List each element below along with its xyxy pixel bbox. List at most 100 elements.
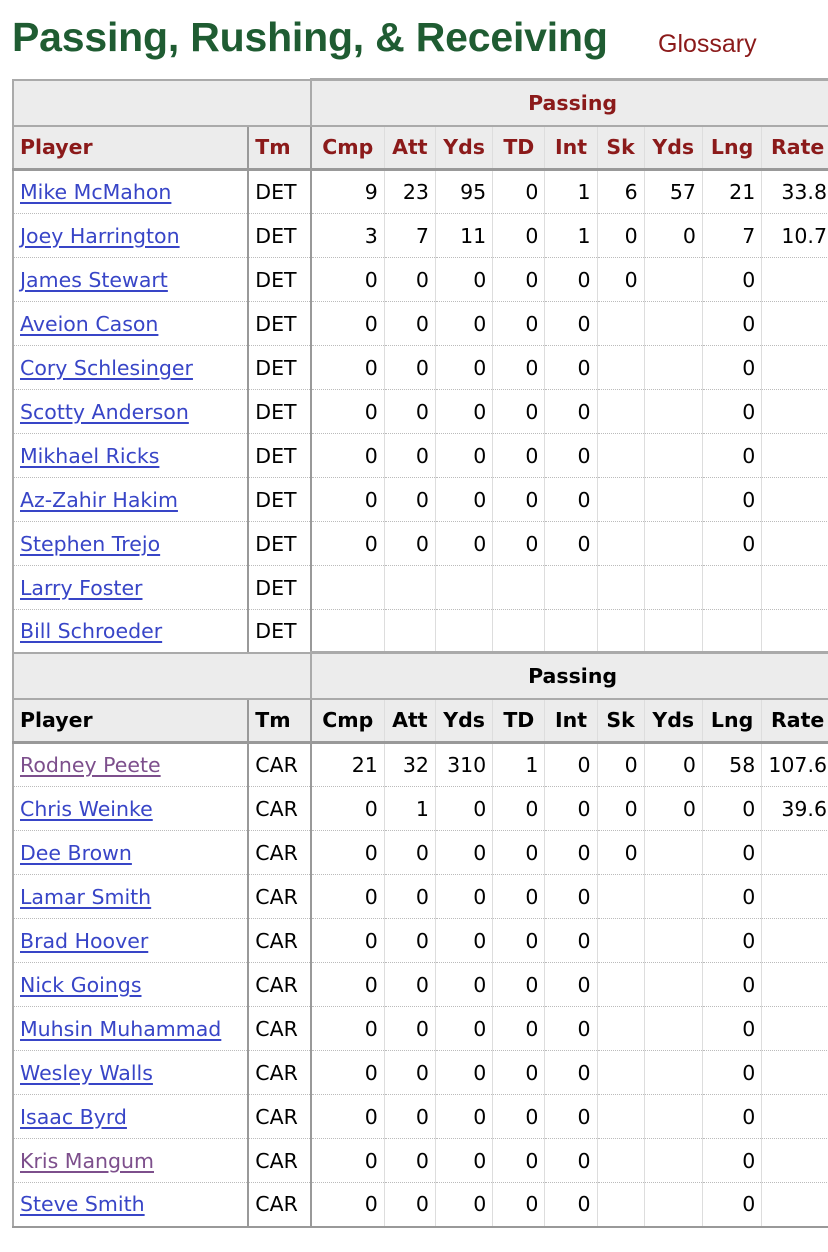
col-header-att[interactable]: Att <box>384 698 436 744</box>
stats-table-det-container[interactable]: Passing Player Tm Cmp Att Yds TD Int Sk … <box>12 78 828 655</box>
yds-cell: 0 <box>435 521 494 566</box>
rate-cell <box>761 521 828 566</box>
int-cell: 0 <box>544 433 598 478</box>
player-link[interactable]: Cory Schlesinger <box>20 355 193 380</box>
table-row: Steve Smith CAR 0 0 0 0 0 0 <box>12 1182 828 1228</box>
rate-cell <box>761 1138 828 1183</box>
lng-cell: 0 <box>702 433 763 478</box>
player-link[interactable]: Lamar Smith <box>20 884 152 909</box>
sk-cell <box>597 345 645 390</box>
yds-cell: 0 <box>435 874 494 919</box>
rate-cell <box>761 874 828 919</box>
player-link[interactable]: Az-Zahir Hakim <box>20 487 178 512</box>
sk-cell: 6 <box>597 169 645 214</box>
att-cell <box>384 565 436 610</box>
player-link[interactable]: Mikhael Ricks <box>20 443 160 468</box>
col-header-int[interactable]: Int <box>544 125 598 171</box>
player-link[interactable]: Kris Mangum <box>20 1148 154 1173</box>
td-cell: 0 <box>492 1050 546 1095</box>
player-link[interactable]: Aveion Cason <box>20 311 159 336</box>
player-cell: Steve Smith <box>12 1182 250 1228</box>
col-header-yds[interactable]: Yds <box>435 125 494 171</box>
sack-yds-cell <box>644 609 703 655</box>
lng-cell: 0 <box>702 1050 763 1095</box>
player-link[interactable]: Bill Schroeder <box>20 619 163 644</box>
stats-table-car-container[interactable]: Passing Player Tm Cmp Att Yds TD Int Sk … <box>12 651 828 1228</box>
col-header-sack-yds[interactable]: Yds <box>644 125 703 171</box>
cmp-cell: 0 <box>310 477 385 522</box>
col-header-td[interactable]: TD <box>492 698 546 744</box>
over-header-blank <box>12 78 312 127</box>
rate-cell <box>761 257 828 302</box>
yds-cell: 0 <box>435 1094 494 1139</box>
passing-group-header: Passing <box>309 78 828 127</box>
sack-yds-cell: 0 <box>644 742 703 787</box>
lng-cell: 0 <box>702 962 763 1007</box>
col-header-rate[interactable]: Rate <box>761 698 828 744</box>
sack-yds-cell <box>644 389 703 434</box>
rate-cell <box>761 433 828 478</box>
col-header-player[interactable]: Player <box>12 125 250 171</box>
player-link[interactable]: Brad Hoover <box>20 928 149 953</box>
sack-yds-cell <box>644 565 703 610</box>
cmp-cell: 0 <box>310 1006 385 1051</box>
team-cell: CAR <box>248 1094 312 1139</box>
player-cell: Chris Weinke <box>12 786 250 831</box>
att-cell: 0 <box>384 433 436 478</box>
col-header-cmp[interactable]: Cmp <box>310 125 385 171</box>
team-cell: DET <box>248 345 312 390</box>
player-link[interactable]: Larry Foster <box>20 575 143 600</box>
col-header-sk[interactable]: Sk <box>597 698 645 744</box>
rate-cell <box>761 301 828 346</box>
player-link[interactable]: Dee Brown <box>20 840 132 865</box>
col-header-td[interactable]: TD <box>492 125 546 171</box>
yds-cell: 0 <box>435 345 494 390</box>
team-cell: DET <box>248 213 312 258</box>
player-link[interactable]: Steve Smith <box>20 1192 145 1217</box>
rate-cell <box>761 962 828 1007</box>
sk-cell: 0 <box>597 213 645 258</box>
col-header-int[interactable]: Int <box>544 698 598 744</box>
player-cell: Rodney Peete <box>12 742 250 787</box>
col-header-rate[interactable]: Rate <box>761 125 828 171</box>
col-header-cmp[interactable]: Cmp <box>310 698 385 744</box>
glossary-link[interactable]: Glossary <box>658 30 757 58</box>
player-link[interactable]: Chris Weinke <box>20 796 153 821</box>
player-link[interactable]: Rodney Peete <box>20 753 161 777</box>
td-cell: 0 <box>492 213 546 258</box>
player-link[interactable]: Nick Goings <box>20 972 142 997</box>
col-header-lng[interactable]: Lng <box>702 698 763 744</box>
lng-cell: 21 <box>702 169 763 214</box>
team-cell: DET <box>248 389 312 434</box>
col-header-att[interactable]: Att <box>384 125 436 171</box>
rate-cell <box>761 830 828 875</box>
player-cell: Isaac Byrd <box>12 1094 250 1139</box>
table-row: Cory Schlesinger DET 0 0 0 0 0 0 <box>12 345 828 390</box>
col-header-tm[interactable]: Tm <box>248 698 312 744</box>
player-link[interactable]: Joey Harrington <box>20 223 180 248</box>
rate-cell <box>761 918 828 963</box>
col-header-tm[interactable]: Tm <box>248 125 312 171</box>
col-header-lng[interactable]: Lng <box>702 125 763 171</box>
rate-cell <box>761 565 828 610</box>
col-header-player[interactable]: Player <box>12 698 250 744</box>
att-cell: 0 <box>384 257 436 302</box>
col-header-sk[interactable]: Sk <box>597 125 645 171</box>
col-header-sack-yds[interactable]: Yds <box>644 698 703 744</box>
player-link[interactable]: Scotty Anderson <box>20 399 189 424</box>
td-cell: 0 <box>492 1182 546 1228</box>
over-header-blank <box>12 651 312 700</box>
player-link[interactable]: Muhsin Muhammad <box>20 1016 222 1041</box>
cmp-cell: 0 <box>310 257 385 302</box>
td-cell: 1 <box>492 742 546 787</box>
player-link[interactable]: Isaac Byrd <box>20 1104 127 1129</box>
player-link[interactable]: Mike McMahon <box>20 180 172 204</box>
team-cell: CAR <box>248 830 312 875</box>
yds-cell <box>435 565 494 610</box>
player-link[interactable]: Wesley Walls <box>20 1060 153 1085</box>
col-header-yds[interactable]: Yds <box>435 698 494 744</box>
rate-cell <box>761 477 828 522</box>
player-link[interactable]: Stephen Trejo <box>20 531 161 556</box>
team-cell: CAR <box>248 1182 312 1228</box>
player-link[interactable]: James Stewart <box>20 267 168 292</box>
